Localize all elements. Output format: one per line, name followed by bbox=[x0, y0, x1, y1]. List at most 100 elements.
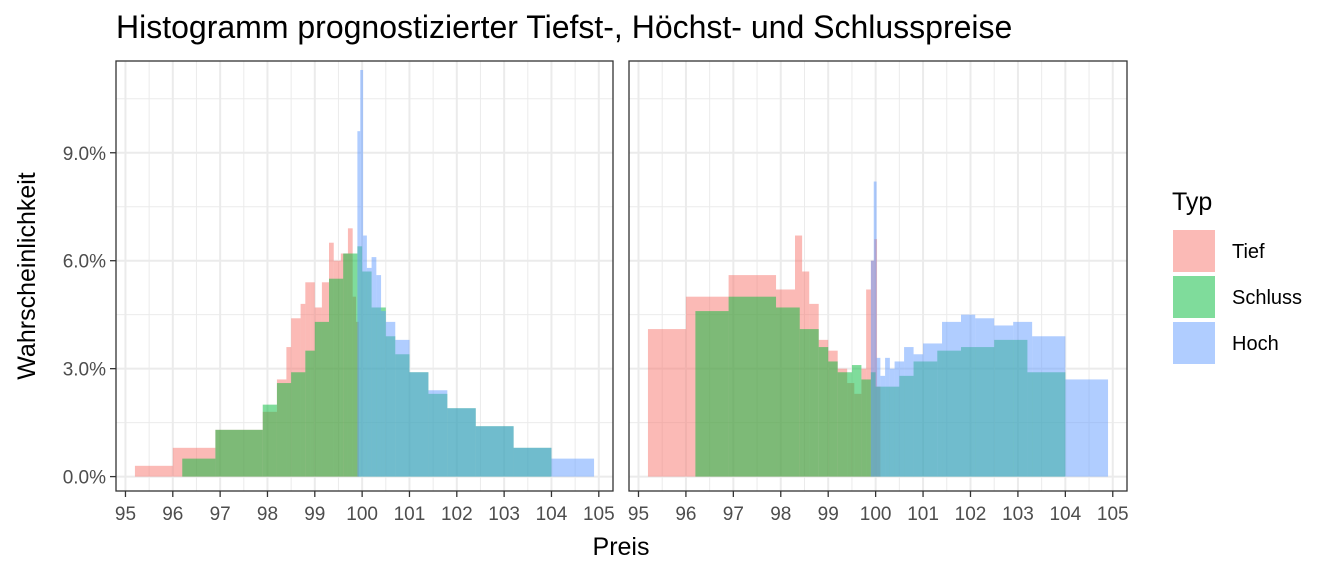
x-tick-label: 100 bbox=[860, 504, 892, 525]
histogram-bar bbox=[182, 458, 216, 477]
histogram-bar bbox=[647, 329, 686, 477]
x-tick-label: 104 bbox=[536, 504, 568, 525]
y-tick-label: 0.0% bbox=[63, 468, 106, 489]
x-tick-label: 96 bbox=[675, 504, 696, 525]
histogram-bar bbox=[873, 181, 877, 477]
facet-panel-2: 95 96 97 98 99 100 101 102 103 104 105 bbox=[628, 60, 1129, 525]
histogram-bar bbox=[880, 375, 886, 477]
histogram-bar bbox=[513, 447, 552, 477]
y-tick-label: 6.0% bbox=[63, 252, 106, 273]
x-tick-label: 96 bbox=[162, 504, 183, 525]
x-tick-label: 105 bbox=[1097, 504, 1129, 525]
y-tick-label: 3.0% bbox=[63, 360, 106, 381]
histogram-bar bbox=[381, 311, 386, 477]
histogram-bar bbox=[276, 383, 292, 477]
legend-item-hoch: Hoch bbox=[1172, 321, 1279, 365]
histogram-bar bbox=[913, 354, 924, 477]
x-tick-label: 97 bbox=[210, 504, 231, 525]
legend-item-schluss: Schluss bbox=[1172, 275, 1302, 319]
histogram-bar bbox=[904, 347, 914, 477]
histogram-bar bbox=[291, 372, 306, 477]
x-tick-label: 102 bbox=[441, 504, 473, 525]
histogram-bar bbox=[305, 350, 315, 477]
histogram-bar bbox=[923, 343, 943, 477]
histogram-bar bbox=[385, 321, 396, 477]
histogram-bar bbox=[818, 347, 829, 477]
x-tick-label: 99 bbox=[818, 504, 839, 525]
x-tick-label: 101 bbox=[907, 504, 939, 525]
histogram-bar bbox=[357, 131, 361, 477]
x-tick-label: 99 bbox=[304, 504, 325, 525]
histogram-bar bbox=[828, 361, 838, 477]
x-tick-label: 103 bbox=[488, 504, 520, 525]
histogram-bar bbox=[329, 278, 344, 477]
legend-key bbox=[1173, 322, 1215, 364]
histogram-bar bbox=[447, 408, 476, 477]
histogram-bar bbox=[799, 329, 819, 477]
histogram-bar bbox=[395, 339, 410, 477]
legend-key bbox=[1173, 276, 1215, 318]
histogram-bar bbox=[409, 372, 429, 477]
x-tick-label: 105 bbox=[583, 504, 615, 525]
histogram-bar bbox=[343, 253, 358, 477]
x-tick-label: 98 bbox=[257, 504, 278, 525]
x-tick-label: 101 bbox=[394, 504, 426, 525]
x-tick-label: 97 bbox=[723, 504, 744, 525]
histogram-bar bbox=[1013, 321, 1033, 477]
histogram-bar bbox=[366, 267, 372, 477]
facet-panels: 95 96 97 98 99 100 101 102 103 104 105 0.0% 3.0% 6.0%… bbox=[63, 60, 1129, 525]
panel-border bbox=[628, 60, 1128, 492]
histogram-bar bbox=[134, 465, 173, 477]
legend-title: Typ bbox=[1172, 188, 1212, 216]
histogram-bar bbox=[215, 429, 263, 477]
series-hoch bbox=[870, 181, 1109, 477]
histogram-bar bbox=[837, 372, 852, 477]
legend-item-tief: Tief bbox=[1172, 229, 1265, 273]
histogram-bar bbox=[961, 314, 976, 477]
histogram-bar bbox=[885, 357, 890, 477]
histogram-bar bbox=[314, 321, 329, 477]
legend-label: Schluss bbox=[1232, 287, 1302, 309]
y-tick-label: 9.0% bbox=[63, 144, 106, 165]
histogram-bar bbox=[994, 325, 1014, 477]
chart-title: Histogramm prognostizierter Tiefst-, Höc… bbox=[116, 9, 1012, 45]
histogram-bar bbox=[870, 260, 874, 477]
histogram-bar bbox=[376, 275, 382, 477]
legend-key bbox=[1173, 230, 1215, 272]
histogram-bar bbox=[1065, 379, 1109, 477]
histogram-bar bbox=[475, 426, 514, 477]
histogram-bar bbox=[428, 390, 448, 477]
histogram-bar bbox=[861, 379, 871, 477]
histogram-bar bbox=[262, 404, 277, 477]
histogram-bar bbox=[851, 365, 862, 477]
histogram-bar bbox=[1032, 336, 1066, 477]
histogram-bar bbox=[776, 307, 800, 477]
legend: Typ Tief Schluss Hoch bbox=[1172, 188, 1302, 365]
facet-panel-1: 95 96 97 98 99 100 101 102 103 104 105 0.0% 3.0% 6.0%… bbox=[63, 60, 615, 525]
histogram-bar bbox=[975, 318, 995, 477]
legend-label: Hoch bbox=[1232, 333, 1279, 355]
x-tick-label: 103 bbox=[1002, 504, 1034, 525]
x-axis-title: Preis bbox=[593, 533, 650, 561]
histogram-bar bbox=[942, 321, 961, 477]
histogram-bar bbox=[894, 361, 905, 477]
histogram-bar bbox=[371, 257, 377, 477]
series-hoch bbox=[357, 69, 595, 477]
histogram-bar bbox=[695, 311, 729, 477]
y-axis-title: Wahrscheinlichkeit bbox=[13, 172, 41, 380]
panel-border bbox=[115, 60, 614, 492]
histogram-bar bbox=[728, 296, 777, 477]
histogram-bar bbox=[889, 368, 895, 477]
histogram-bar bbox=[363, 235, 367, 477]
x-tick-label: 95 bbox=[115, 504, 136, 525]
x-tick-label: 100 bbox=[346, 504, 378, 525]
x-tick-label: 104 bbox=[1049, 504, 1081, 525]
histogram-bar bbox=[876, 357, 881, 477]
x-tick-label: 98 bbox=[770, 504, 791, 525]
histogram-bar bbox=[360, 69, 364, 477]
x-tick-label: 95 bbox=[628, 504, 649, 525]
histogram-bar bbox=[551, 458, 595, 477]
legend-label: Tief bbox=[1232, 241, 1265, 263]
